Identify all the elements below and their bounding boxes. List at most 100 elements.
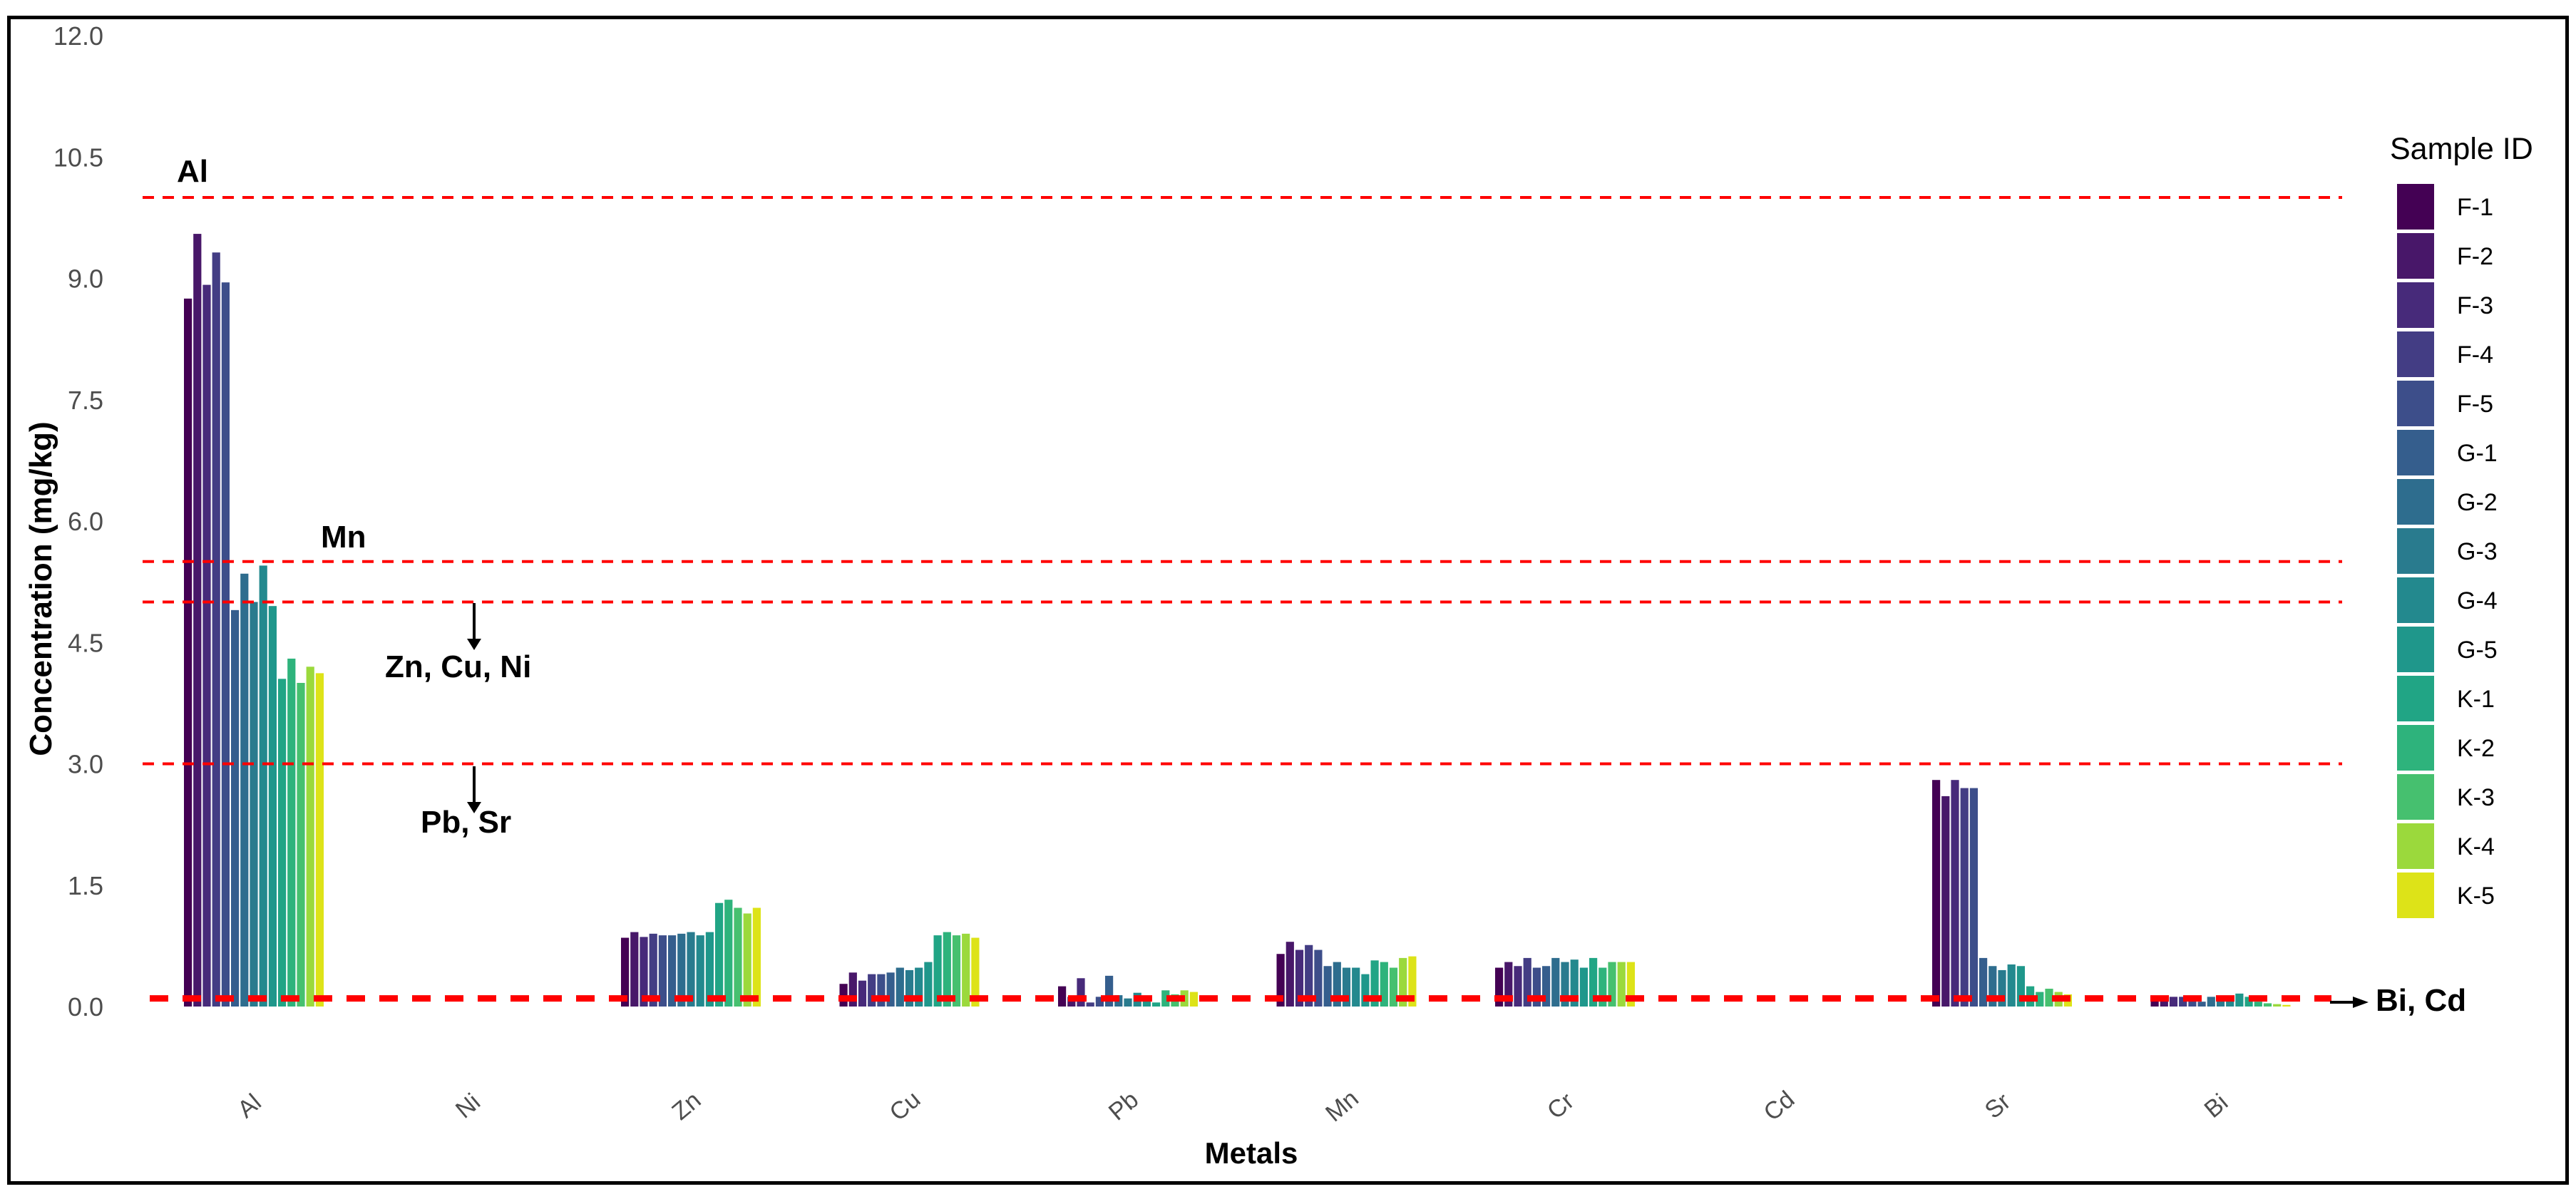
legend-item-f-4: F-4 [2397,331,2493,377]
bar-al-f-4 [212,252,220,1007]
legend-label: F-5 [2457,391,2493,418]
bar-cr-g-1 [1542,966,1551,1007]
bar-mn-f-2 [1286,942,1294,1007]
bar-zn-g-5 [705,932,714,1007]
bar-cu-g-2 [896,967,904,1007]
legend: F-1 F-2 F-3 F-4 F-5 G-1 G-2 G-3 G-4 G-5 K-1 K-2 K-3 K… [2397,184,2498,918]
bar-cr-k-5 [1626,962,1635,1007]
arrowhead-icon [467,802,481,813]
bar-sr-f-4 [1960,788,1969,1007]
bar-cr-f-4 [1523,957,1531,1007]
bar-sr-f-2 [1941,796,1950,1007]
bar-zn-g-3 [687,932,695,1007]
bar-bi-g-2 [2207,997,2215,1007]
legend-label: K-2 [2457,735,2495,762]
bar-bi-f-5 [2188,999,2197,1007]
legend-label: K-1 [2457,686,2495,713]
bar-al-g-1 [231,609,240,1007]
bar-bi-g-4 [2226,998,2234,1007]
bar-bi-g-5 [2235,993,2244,1007]
legend-label: G-2 [2457,489,2498,516]
legend-swatch [2397,774,2434,820]
bar-cu-k-2 [943,932,951,1007]
bar-sr-g-3 [1998,969,2006,1007]
legend-label: F-4 [2457,341,2493,369]
y-tick-label: 3.0 [68,750,103,779]
bar-cu-g-5 [924,962,933,1007]
bar-zn-k-1 [715,902,724,1007]
y-tick-label: 10.5 [53,143,103,172]
bar-cu-g-4 [915,967,923,1007]
reference-lines [143,196,2342,1002]
legend-label: K-4 [2457,833,2495,860]
bar-cu-g-3 [905,969,914,1007]
bar-cr-k-3 [1608,962,1616,1007]
bar-al-k-5 [315,673,324,1007]
x-tick-label-mn: Mn [1320,1085,1364,1127]
legend-item-f-1: F-1 [2397,184,2493,230]
bar-cu-f-4 [868,974,876,1007]
bar-cr-g-2 [1551,957,1560,1007]
bar-al-f-2 [193,234,202,1007]
x-tick-label-cu: Cu [885,1086,926,1126]
bar-sr-f-3 [1951,780,1959,1007]
x-tick-label-ni: Ni [451,1089,486,1124]
bar-zn-f-4 [649,933,657,1007]
bar-al-k-1 [278,679,287,1007]
legend-item-k-2: K-2 [2397,725,2495,771]
y-tick-label: 7.5 [68,386,103,415]
y-tick-label: 1.5 [68,871,103,900]
bar-bi-f-1 [2150,997,2159,1007]
legend-item-f-2: F-2 [2397,233,2493,279]
bars [184,234,2291,1007]
bar-cu-k-5 [971,937,980,1007]
legend-swatch [2397,823,2434,869]
annotation-pb-sr: Pb, Sr [421,805,511,840]
legend-item-k-5: K-5 [2397,873,2495,918]
y-axis-label: Concentration (mg/kg) [24,421,58,756]
legend-item-g-1: G-1 [2397,430,2498,475]
bar-group-cr [1495,957,1635,1007]
legend-item-g-3: G-3 [2397,528,2498,574]
legend-swatch [2397,233,2434,279]
bar-sr-f-5 [1969,788,1978,1007]
legend-label: G-5 [2457,637,2498,664]
bar-sr-f-1 [1932,780,1941,1007]
legend-swatch [2397,725,2434,771]
bar-cu-f-1 [839,984,848,1007]
bar-mn-k-4 [1399,957,1407,1007]
bar-cr-g-5 [1579,967,1588,1007]
bar-cr-g-3 [1561,962,1569,1007]
bar-bi-g-1 [2197,1002,2206,1007]
bar-sr-g-4 [2007,964,2016,1007]
bar-group-bi [2150,993,2291,1007]
bar-pb-f-5 [1095,997,1104,1007]
bar-sr-k-2 [2036,992,2044,1007]
bar-pb-f-4 [1086,1002,1094,1007]
bar-zn-k-3 [734,907,742,1007]
legend-item-g-5: G-5 [2397,627,2498,672]
bar-al-f-5 [221,282,230,1007]
legend-item-k-3: K-3 [2397,774,2495,820]
y-tick-label: 4.5 [68,628,103,657]
bar-sr-k-3 [2045,989,2053,1007]
legend-label: K-5 [2457,882,2495,910]
x-tick-label-sr: Sr [1980,1088,2016,1124]
x-tick-label-bi: Bi [2200,1089,2234,1123]
bar-mn-k-1 [1370,960,1379,1007]
bar-al-g-5 [268,606,277,1007]
legend-swatch [2397,577,2434,623]
bar-cr-f-5 [1532,967,1541,1007]
bar-mn-f-1 [1276,954,1285,1007]
bar-mn-k-2 [1380,962,1388,1007]
legend-swatch [2397,381,2434,426]
x-tick-label-pb: Pb [1104,1086,1144,1126]
bar-cu-g-1 [886,972,895,1007]
bar-pb-k-2 [1161,990,1170,1007]
x-tick-label-cd: Cd [1759,1086,1800,1126]
x-tick-label-al: Al [232,1089,267,1123]
bar-pb-g-1 [1105,975,1114,1007]
bar-group-sr [1932,780,2072,1007]
bar-bi-f-2 [2160,998,2168,1007]
